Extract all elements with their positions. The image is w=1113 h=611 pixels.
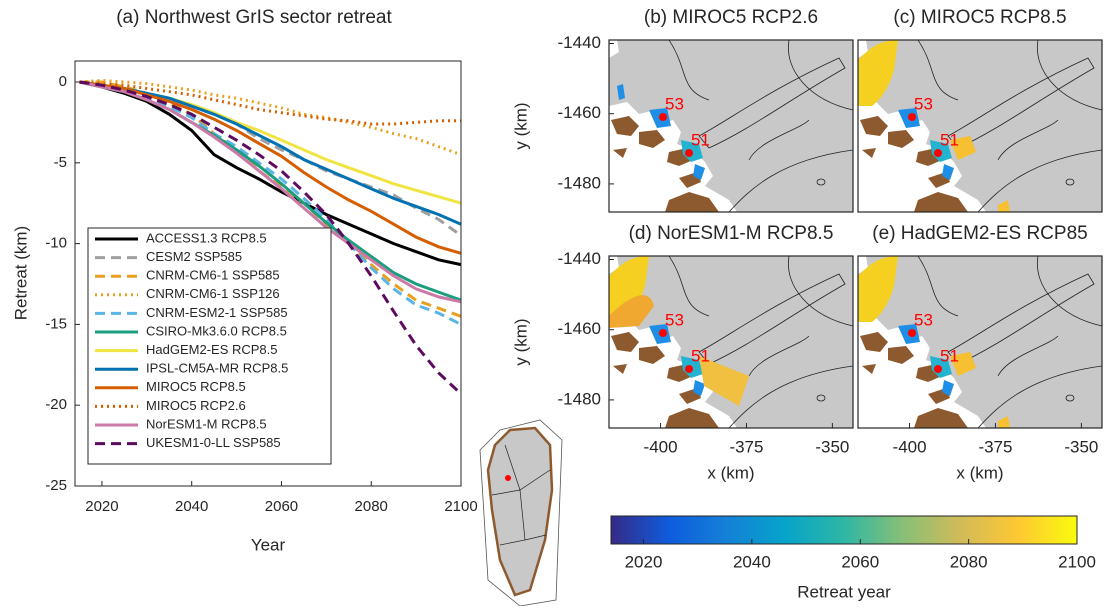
y-tick-label: -1440 (558, 33, 601, 52)
glacier-point (934, 149, 942, 157)
y-tick-label: -1480 (558, 389, 601, 408)
panel-frame (857, 39, 1103, 213)
legend-label: CNRM-CM6-1 SSP126 (146, 286, 280, 301)
basemap (858, 256, 1102, 428)
x-tick-label: 2100 (444, 498, 477, 515)
x-tick-label: -400 (644, 437, 678, 456)
colorbar-tick-label: 2080 (950, 552, 988, 571)
glacier-label: 51 (940, 130, 959, 149)
legend-label: CNRM-ESM2-1 SSP585 (146, 305, 288, 320)
y-tick-label: -1440 (558, 249, 601, 268)
greenland-inset (479, 419, 563, 607)
y-tick-label: -20 (45, 396, 67, 413)
map-panel: 53 51 (857, 39, 1103, 213)
glacier-label: 53 (914, 94, 933, 113)
y-tick-label: -5 (54, 154, 67, 171)
y-tick-label: -15 (45, 315, 67, 332)
x-axis-label: x (km) (707, 463, 754, 482)
colorbar-tick-label: 2040 (733, 552, 771, 571)
legend-label: HadGEM2-ES RCP8.5 (146, 342, 278, 357)
y-tick-label: -10 (45, 235, 67, 252)
y-tick-label: -25 (45, 477, 67, 494)
x-tick-label: -350 (1064, 437, 1098, 456)
series-line (79, 80, 462, 255)
glacier-point (908, 329, 916, 337)
glacier-point (934, 365, 942, 373)
panel-frame (857, 255, 1103, 429)
x-tick-label: -400 (893, 437, 927, 456)
panel-title: (c) MIROC5 RCP8.5 (893, 7, 1066, 28)
plot-frame (74, 60, 462, 487)
glacier-point (908, 113, 916, 121)
colorbar-tick-label: 2020 (625, 552, 663, 571)
sector-location (505, 475, 511, 481)
panel-title: (d) NorESM1-M RCP8.5 (629, 223, 834, 244)
x-tick-label: 2060 (265, 498, 298, 515)
legend-label: IPSL-CM5A-MR RCP8.5 (146, 361, 288, 376)
glacier-label: 51 (691, 346, 710, 365)
legend-label: NorESM1-M RCP8.5 (146, 416, 267, 431)
legend-label: MIROC5 RCP2.6 (146, 398, 246, 413)
colorbar-tick-label: 2100 (1058, 552, 1096, 571)
glacier-label: 53 (914, 310, 933, 329)
series-line (79, 80, 461, 126)
map-panel: 53 51 -1440 -1460 -1480 y (km) -400 -375 -350 x (… (511, 249, 854, 482)
legend-label: MIROC5 RCP8.5 (146, 379, 246, 394)
glacier-point (659, 329, 667, 337)
basemap (858, 40, 1102, 212)
series-line (79, 80, 463, 395)
glacier-label: 51 (691, 130, 710, 149)
y-axis-label: Retreat (km) (11, 226, 30, 320)
x-axis-label: Year (251, 535, 286, 554)
map-panel: 53 51 -1440 -1460 -1480 y (km) (511, 33, 854, 213)
series-line (79, 80, 462, 304)
panel-title: (b) MIROC5 RCP2.6 (644, 7, 818, 28)
x-axis-label: x (km) (956, 463, 1003, 482)
y-axis-label: y (km) (511, 102, 530, 149)
legend-label: CNRM-CM6-1 SSP585 (146, 268, 280, 283)
y-tick-label: -1460 (558, 319, 601, 338)
y-axis-label: y (km) (511, 318, 530, 365)
basin-boundary (491, 444, 551, 546)
legend-label: ACCESS1.3 RCP8.5 (146, 230, 267, 245)
panel-title: (e) HadGEM2-ES RCP85 (872, 223, 1087, 244)
glacier-label: 53 (665, 94, 684, 113)
series-line (79, 80, 462, 226)
legend-label: UKESM1-0-LL SSP585 (146, 435, 281, 450)
basemap (609, 256, 853, 428)
greenland (486, 426, 554, 597)
glacier-label: 51 (940, 346, 959, 365)
legend-label: CSIRO-Mk3.6.0 RCP8.5 (146, 323, 287, 338)
x-tick-label: -350 (815, 437, 849, 456)
glacier-point (659, 113, 667, 121)
glacier-label: 53 (665, 310, 684, 329)
glacier-point (685, 149, 693, 157)
colorbar (610, 515, 1078, 545)
panel-frame (608, 39, 854, 213)
x-tick-label: 2040 (175, 498, 208, 515)
chart-title: (a) Northwest GrIS sector retreat (116, 7, 392, 28)
series-line (79, 78, 462, 157)
x-tick-label: -375 (978, 437, 1012, 456)
panel-frame (608, 255, 854, 429)
legend-label: CESM2 SSP585 (146, 249, 242, 264)
x-tick-label: 2020 (85, 498, 118, 515)
y-tick-label: -1460 (558, 103, 601, 122)
y-tick-label: 0 (59, 73, 67, 90)
series-line (79, 80, 462, 267)
x-tick-label: 2080 (355, 498, 388, 515)
y-tick-label: -1480 (558, 173, 601, 192)
colorbar-tick-label: 2060 (841, 552, 879, 571)
basemap (609, 40, 853, 212)
map-panel: 53 51 -400 -375 -350 x (km) (857, 255, 1103, 482)
x-tick-label: -375 (729, 437, 763, 456)
glacier-point (685, 365, 693, 373)
colorbar-label: Retreat year (797, 582, 891, 601)
